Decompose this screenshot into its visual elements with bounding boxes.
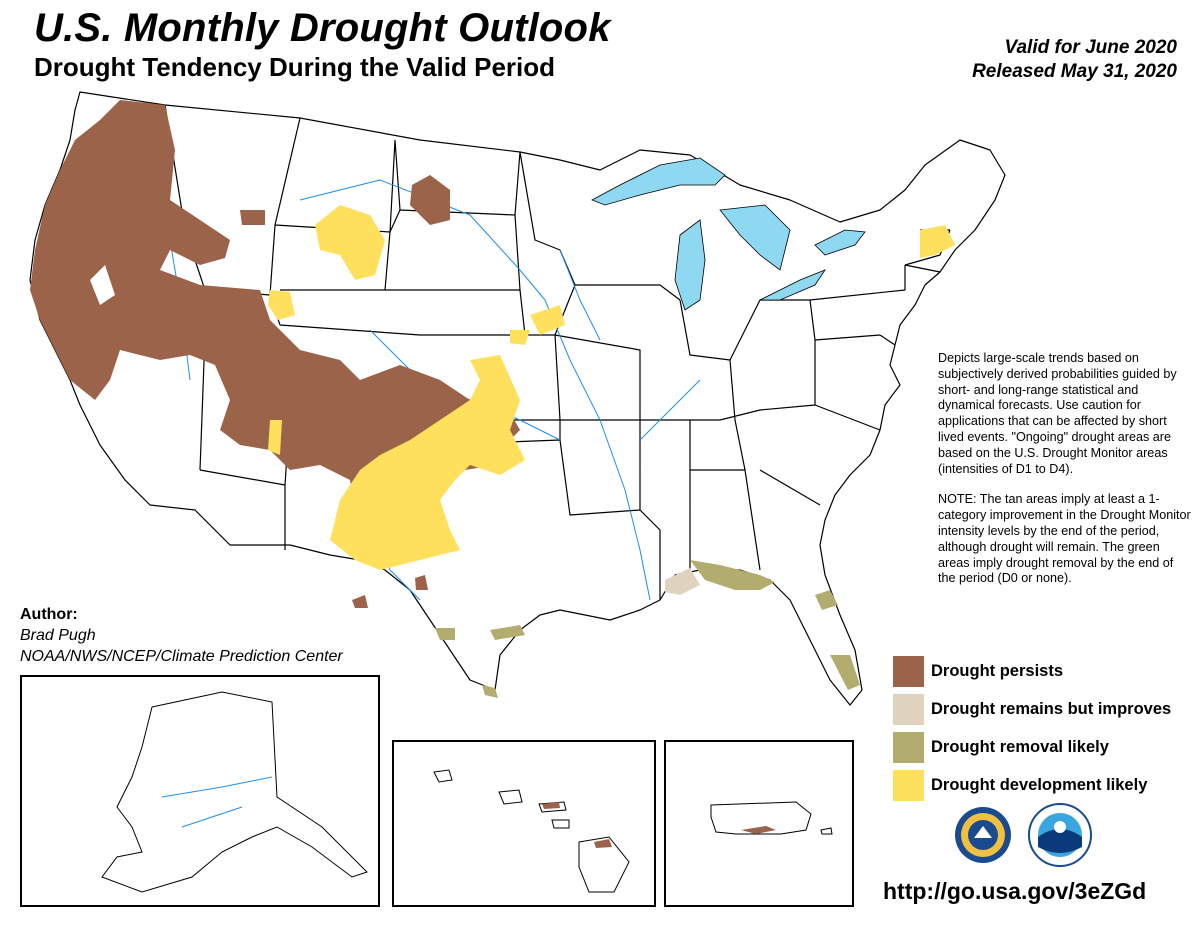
description-para1: Depicts large-scale trends based on subj… — [938, 351, 1177, 476]
persists-west — [30, 100, 520, 510]
map-subtitle: Drought Tendency During the Valid Period — [34, 52, 556, 82]
removal-florida — [815, 590, 860, 690]
development-kansas-texas — [330, 355, 525, 570]
development-nebraska — [510, 305, 565, 345]
lake-huron — [719, 204, 791, 271]
legend-label: Drought removal likely — [931, 738, 1109, 756]
legend-label: Drought development likely — [931, 776, 1148, 794]
lake-erie — [759, 269, 827, 301]
map-title: U.S. Monthly Drought Outlook — [34, 6, 611, 50]
alaska-inset — [20, 675, 380, 907]
noaa-logo — [955, 807, 1011, 863]
valid-period: Valid for June 2020 Released May 31, 202… — [972, 36, 1177, 84]
removal-gulfcoast — [690, 560, 775, 590]
persists-texas-small — [352, 575, 428, 608]
legend-swatch — [893, 694, 924, 725]
release-date: Released May 31, 2020 — [972, 61, 1177, 82]
lake-ontario — [814, 229, 866, 256]
url-link[interactable]: http://go.usa.gov/3eZGd — [883, 878, 1147, 904]
puertorico-inset — [664, 740, 854, 907]
removal-texas — [435, 625, 525, 698]
alaska-map — [101, 691, 368, 893]
author-name: Brad Pugh — [20, 627, 96, 644]
persists-southdakota — [410, 175, 450, 225]
legend-swatch — [893, 770, 924, 801]
author-org: NOAA/NWS/NCEP/Climate Prediction Center — [20, 648, 343, 665]
legend-label: Drought remains but improves — [931, 700, 1172, 718]
us-outline — [29, 91, 1006, 706]
development-wyoming — [268, 290, 295, 320]
nws-logo — [1028, 803, 1092, 867]
lake-michigan — [674, 219, 706, 311]
puertorico-map — [710, 801, 833, 835]
description: Depicts large-scale trends based on subj… — [938, 351, 1193, 602]
description-para2: NOTE: The tan areas imply at least a 1-c… — [938, 492, 1191, 586]
legend-swatch — [893, 732, 924, 763]
persists-montana — [240, 210, 265, 225]
improves-gulfcoast — [665, 568, 700, 595]
author-label: Author: — [20, 606, 78, 623]
legend-label: Drought persists — [931, 662, 1064, 680]
legend-swatch — [893, 656, 924, 687]
hawaii-map — [433, 769, 630, 893]
hawaii-inset — [392, 740, 656, 907]
development-newengland — [920, 225, 955, 258]
development-montana — [315, 205, 385, 280]
valid-date: Valid for June 2020 — [1004, 37, 1177, 58]
development-arizona — [268, 420, 282, 455]
author-block: Author: Brad Pugh NOAA/NWS/NCEP/Climate … — [20, 604, 343, 667]
lake-superior — [591, 157, 726, 206]
